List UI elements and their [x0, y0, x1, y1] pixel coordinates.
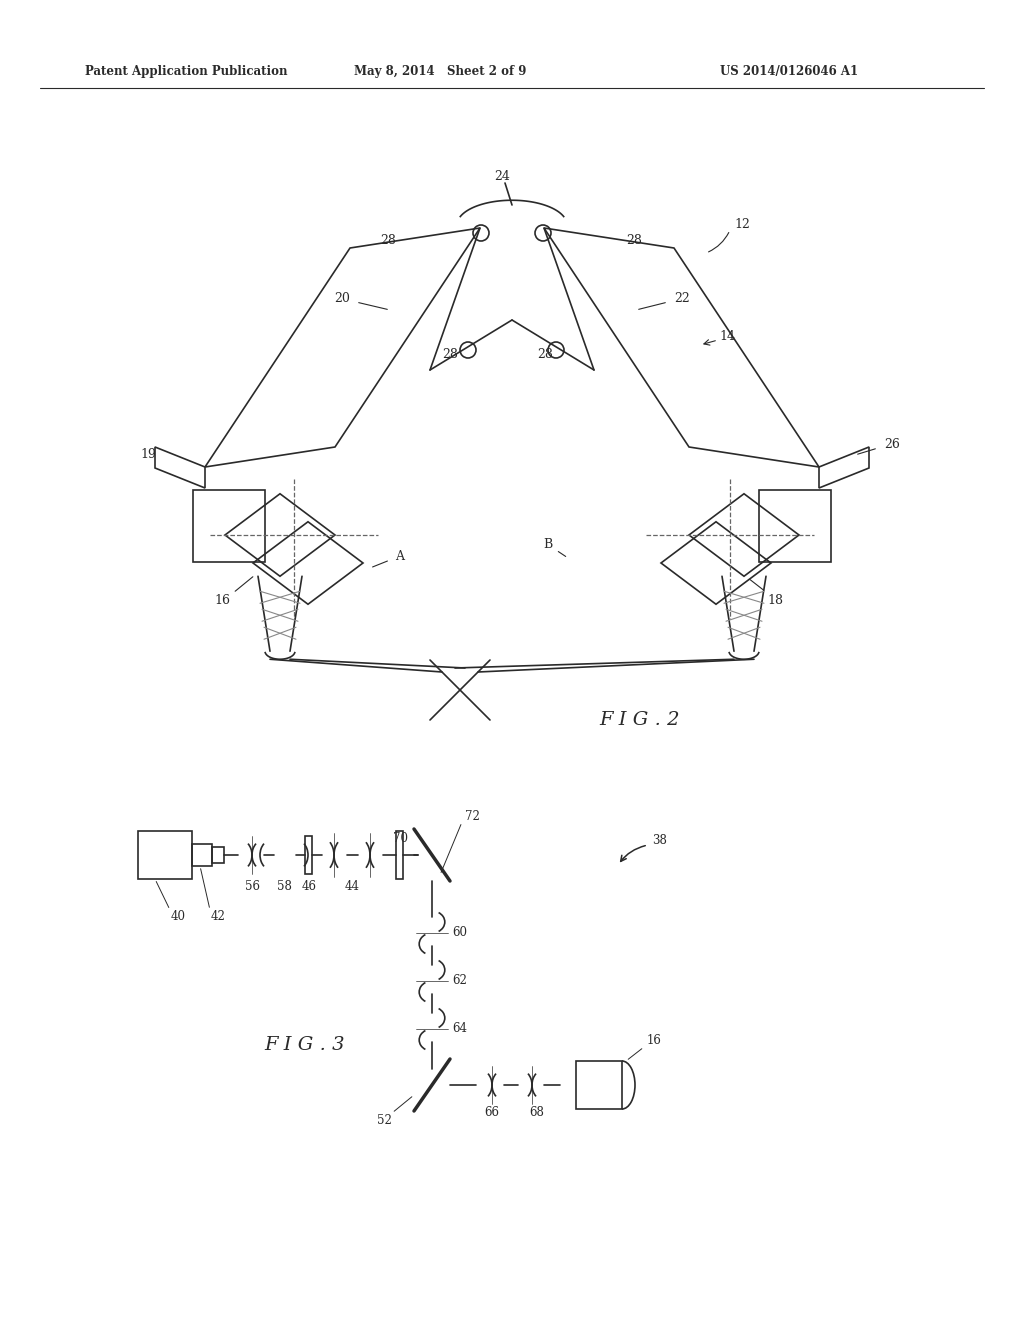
Text: 66: 66 — [484, 1106, 500, 1119]
Text: 64: 64 — [453, 1023, 468, 1035]
Text: 28: 28 — [442, 348, 458, 362]
Text: 62: 62 — [453, 974, 467, 987]
Text: 16: 16 — [214, 594, 230, 606]
Text: 40: 40 — [171, 911, 185, 924]
Text: 72: 72 — [465, 809, 479, 822]
Text: 58: 58 — [276, 880, 292, 894]
Text: F I G . 3: F I G . 3 — [265, 1036, 345, 1053]
Text: 56: 56 — [245, 880, 259, 894]
Text: A: A — [395, 549, 404, 562]
Text: US 2014/0126046 A1: US 2014/0126046 A1 — [720, 66, 858, 78]
Text: 38: 38 — [652, 833, 668, 846]
Text: 52: 52 — [377, 1114, 391, 1127]
Text: 18: 18 — [767, 594, 783, 606]
Text: 26: 26 — [884, 437, 900, 450]
Text: 42: 42 — [211, 911, 225, 924]
Text: 19: 19 — [140, 449, 156, 462]
Text: 20: 20 — [334, 292, 350, 305]
Text: 28: 28 — [626, 234, 642, 247]
Text: 28: 28 — [537, 348, 553, 362]
Text: 46: 46 — [301, 880, 316, 894]
Text: Patent Application Publication: Patent Application Publication — [85, 66, 288, 78]
Text: 28: 28 — [380, 234, 396, 247]
Text: 60: 60 — [453, 927, 468, 940]
Text: 68: 68 — [529, 1106, 545, 1119]
Text: 16: 16 — [646, 1035, 662, 1048]
Text: 70: 70 — [392, 832, 408, 845]
Text: B: B — [544, 539, 553, 552]
Text: 14: 14 — [719, 330, 735, 343]
Text: 12: 12 — [734, 219, 750, 231]
Text: 24: 24 — [494, 170, 510, 183]
Text: 22: 22 — [674, 292, 690, 305]
Text: May 8, 2014   Sheet 2 of 9: May 8, 2014 Sheet 2 of 9 — [354, 66, 526, 78]
Text: 44: 44 — [344, 880, 359, 894]
Text: F I G . 2: F I G . 2 — [600, 711, 680, 729]
